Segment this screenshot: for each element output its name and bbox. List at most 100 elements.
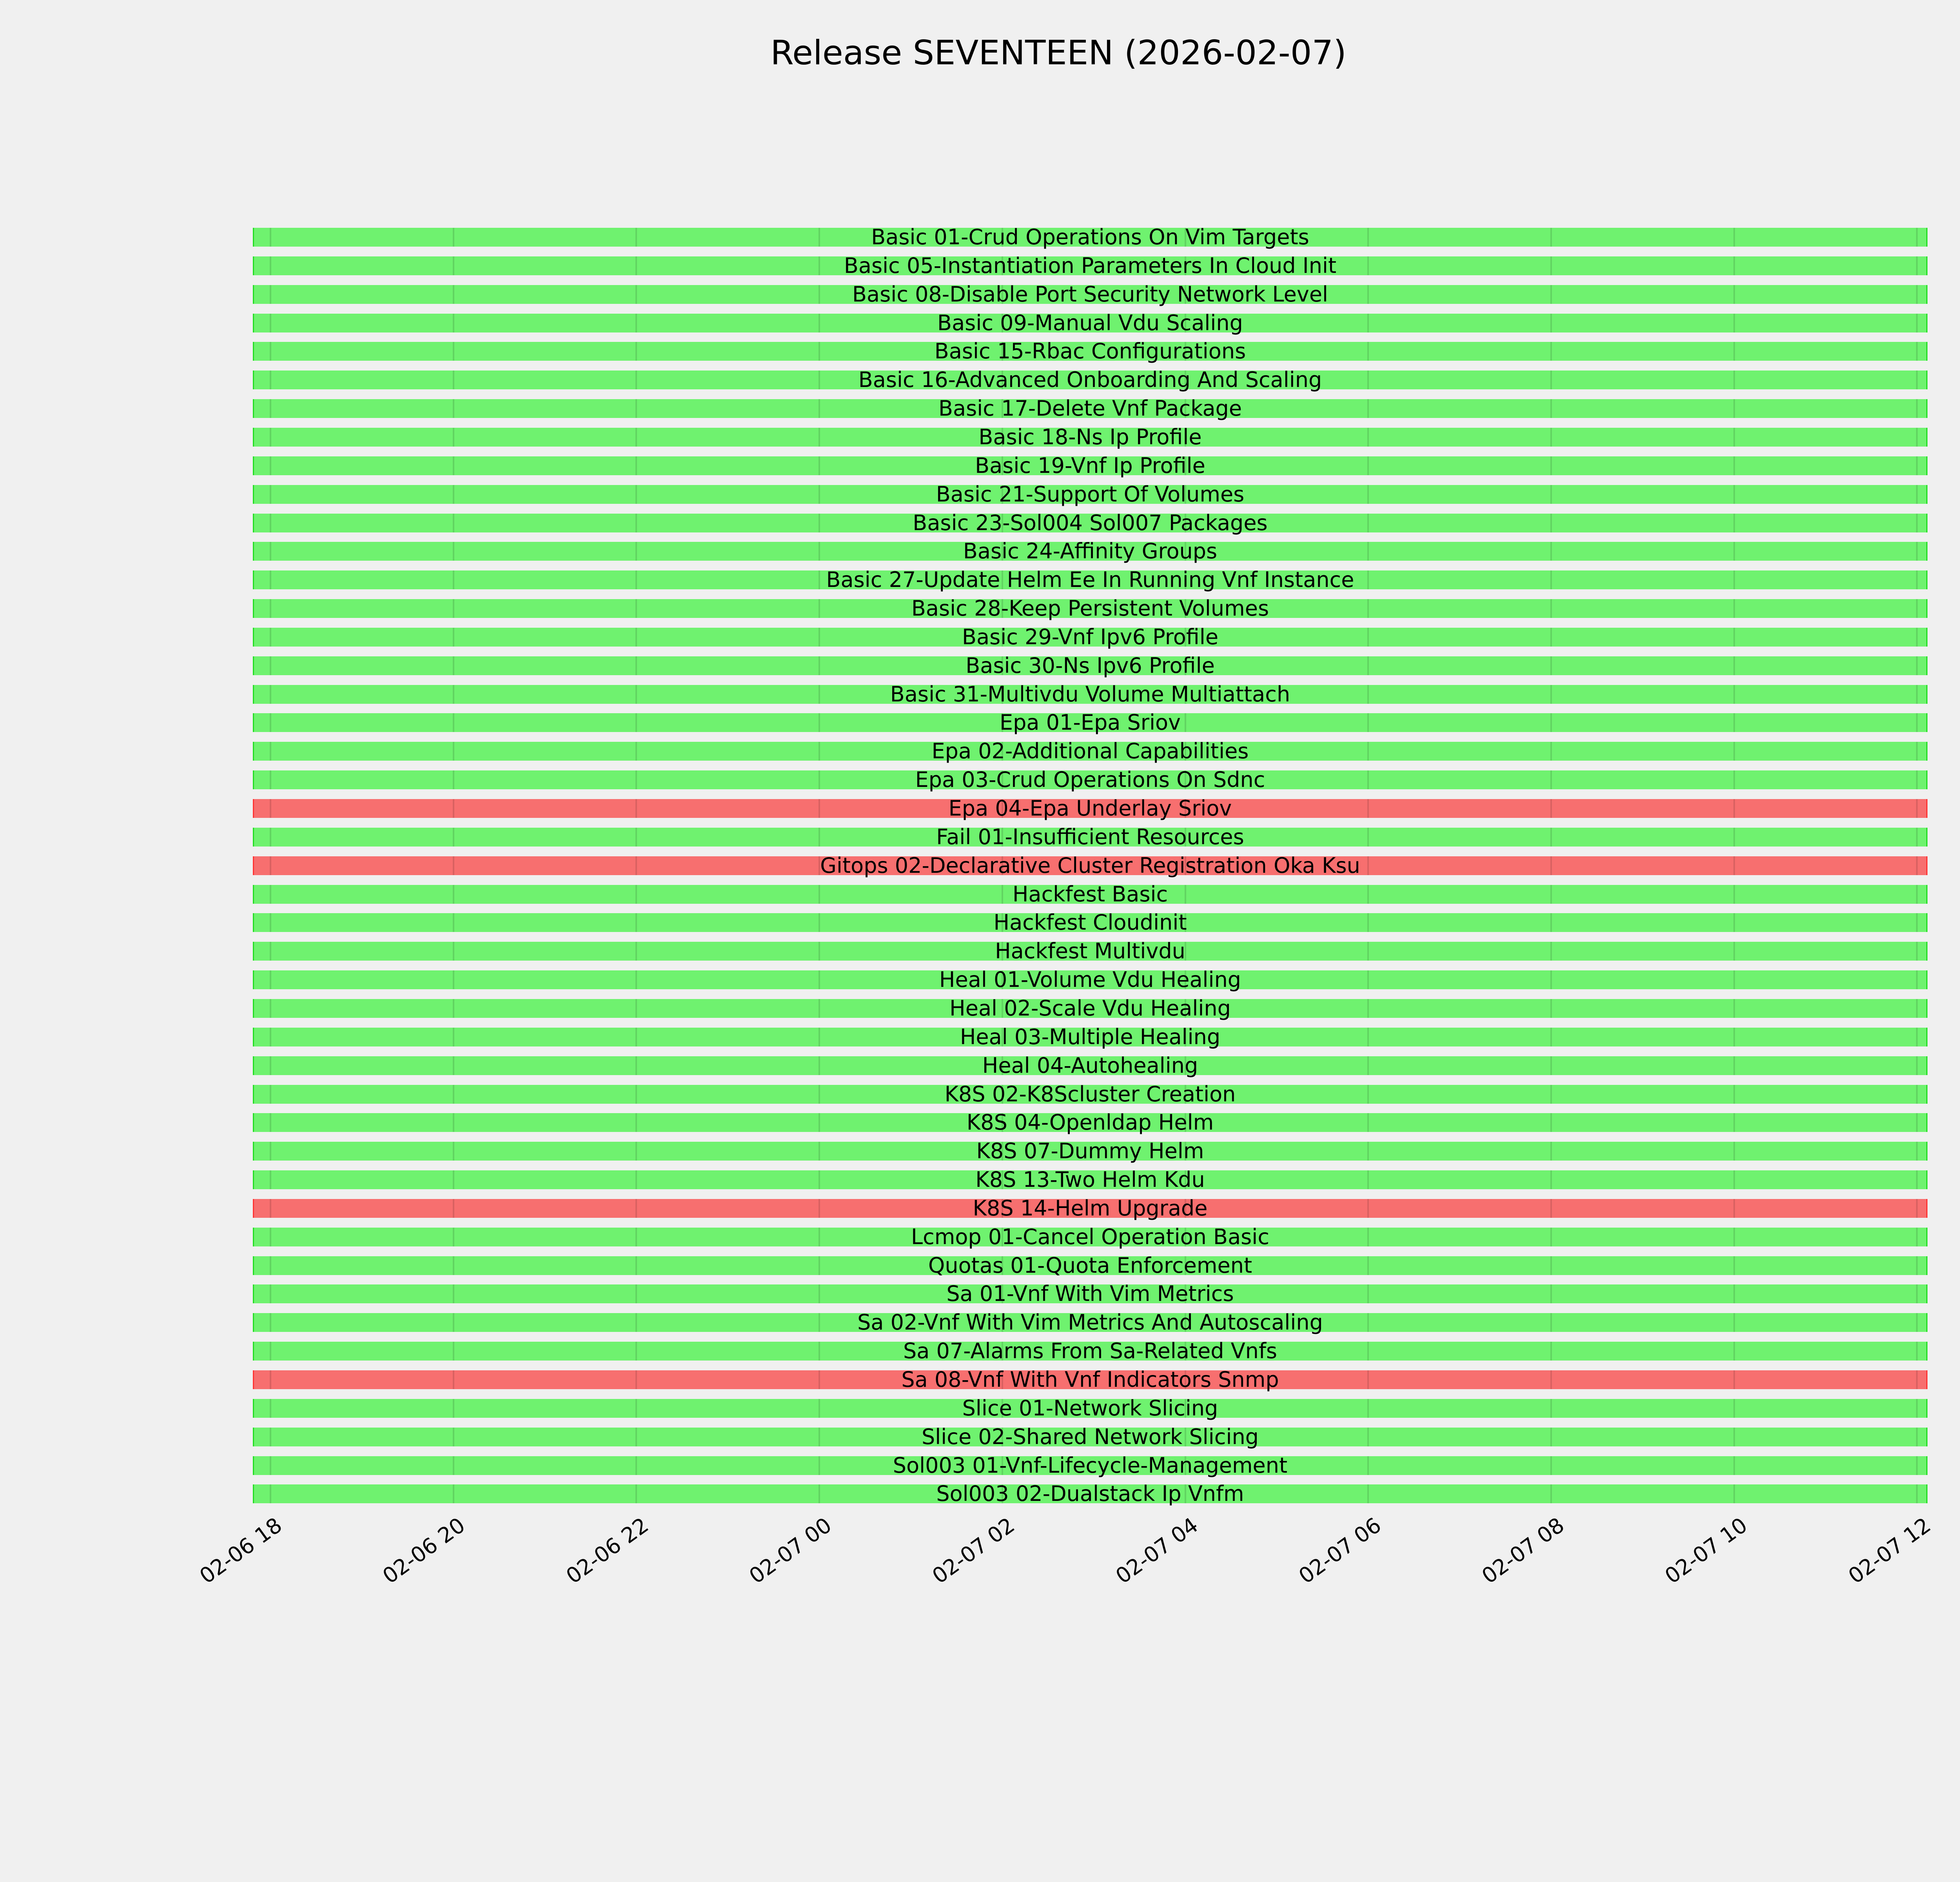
test-name-label: Sol003 02-Dualstack Ip Vnfm [936,1481,1244,1506]
gantt-bar: K8S 14-Helm Upgrade [253,1197,1927,1219]
gridline [1733,313,1735,332]
gantt-bar: Heal 04-Autohealing [253,1055,1927,1076]
gridline [635,570,637,590]
gridline [1733,627,1735,647]
gridline [1001,485,1003,504]
gridline [1184,1142,1186,1161]
test-name-label: Basic 29-Vnf Ipv6 Profile [962,624,1219,649]
gridline [269,1313,271,1332]
gridline [452,885,454,904]
gridline [818,799,820,818]
gridline [452,1027,454,1046]
gantt-bar: Fail 01-Insufficient Resources [253,826,1927,847]
gridline [818,599,820,618]
gridline [452,542,454,561]
test-name-label: Basic 05-Instantiation Parameters In Clo… [844,253,1337,278]
gridline [1733,1085,1735,1104]
gantt-bar: Epa 03-Crud Operations On Sdnc [253,769,1927,790]
gridline [635,399,637,418]
gridline [1550,1199,1552,1218]
test-name-label: Epa 04-Epa Underlay Sriov [948,796,1232,821]
gridline [452,685,454,704]
gridline [1733,399,1735,418]
gridline [452,1427,454,1446]
gridline [269,399,271,418]
gridline [1001,942,1003,961]
gridline [818,399,820,418]
gridline [1001,770,1003,790]
x-tick-label: 02-07 08 [1477,1512,1569,1589]
gridline [1001,371,1003,390]
x-tick-label: 02-07 04 [1111,1512,1203,1589]
gridline [1184,285,1186,304]
gantt-bar: Basic 27-Update Helm Ee In Running Vnf I… [253,569,1927,590]
gridline [1184,228,1186,247]
test-name-label: Slice 02-Shared Network Slicing [922,1424,1259,1449]
gridline [269,1056,271,1075]
gridline [818,1456,820,1475]
gridline [1916,570,1918,590]
gantt-bar: Basic 23-Sol004 Sol007 Packages [253,512,1927,533]
gridline [635,1056,637,1075]
test-name-label: Sa 08-Vnf With Vnf Indicators Snmp [901,1367,1279,1392]
gridline [1550,1342,1552,1361]
x-tick-label: 02-07 10 [1660,1512,1752,1589]
gridline [1916,1313,1918,1332]
gridline [1184,799,1186,818]
gridline [452,1284,454,1304]
test-name-label: Basic 31-Multivdu Volume Multiattach [890,681,1290,707]
gridline [1916,627,1918,647]
gridline [1733,228,1735,247]
gridline [1733,1399,1735,1418]
test-name-label: Basic 30-Ns Ipv6 Profile [965,653,1215,678]
gridline [1367,342,1369,361]
gridline [818,1370,820,1389]
gridline [1733,656,1735,675]
gridline [1916,1227,1918,1246]
gridline [1367,1284,1369,1304]
gridline [269,456,271,475]
gantt-bar: Hackfest Cloudinit [253,912,1927,933]
gridline [818,827,820,847]
gridline [1916,513,1918,532]
gridline [452,1056,454,1075]
gridline [1916,1256,1918,1275]
x-tick-label: 02-06 22 [561,1512,653,1589]
x-tick-label: 02-07 12 [1844,1512,1936,1589]
gridline [818,1056,820,1075]
gridline [1001,1456,1003,1475]
gridline [1733,1170,1735,1190]
gridline [1001,342,1003,361]
x-tick-label: 02-07 06 [1294,1512,1386,1589]
gridline [1550,685,1552,704]
gridline [635,770,637,790]
gantt-bar: Gitops 02-Declarative Cluster Registrati… [253,855,1927,876]
gridline [1367,485,1369,504]
gridline [269,427,271,447]
gridline [1001,456,1003,475]
gridline [452,513,454,532]
test-name-label: K8S 07-Dummy Helm [976,1139,1204,1164]
gridline [1916,342,1918,361]
gridline [269,1284,271,1304]
gridline [452,799,454,818]
gridline [818,1256,820,1275]
gridline [1916,970,1918,990]
gridline [1001,1199,1003,1218]
gantt-bar: Basic 30-Ns Ipv6 Profile [253,653,1927,678]
gantt-bar: Basic 28-Keep Persistent Volumes [253,598,1927,619]
test-name-label: Basic 09-Manual Vdu Scaling [937,310,1243,335]
gridline [269,1085,271,1104]
gridline [269,856,271,875]
gridline [269,228,271,247]
gridline [635,913,637,932]
gridline [269,799,271,818]
gridline [1001,1427,1003,1446]
gridline [635,427,637,447]
gantt-bar: Hackfest Basic [253,883,1927,905]
gridline [1367,1399,1369,1418]
gridline [635,1284,637,1304]
gridline [1733,513,1735,532]
test-name-label: K8S 13-Two Helm Kdu [975,1167,1205,1192]
